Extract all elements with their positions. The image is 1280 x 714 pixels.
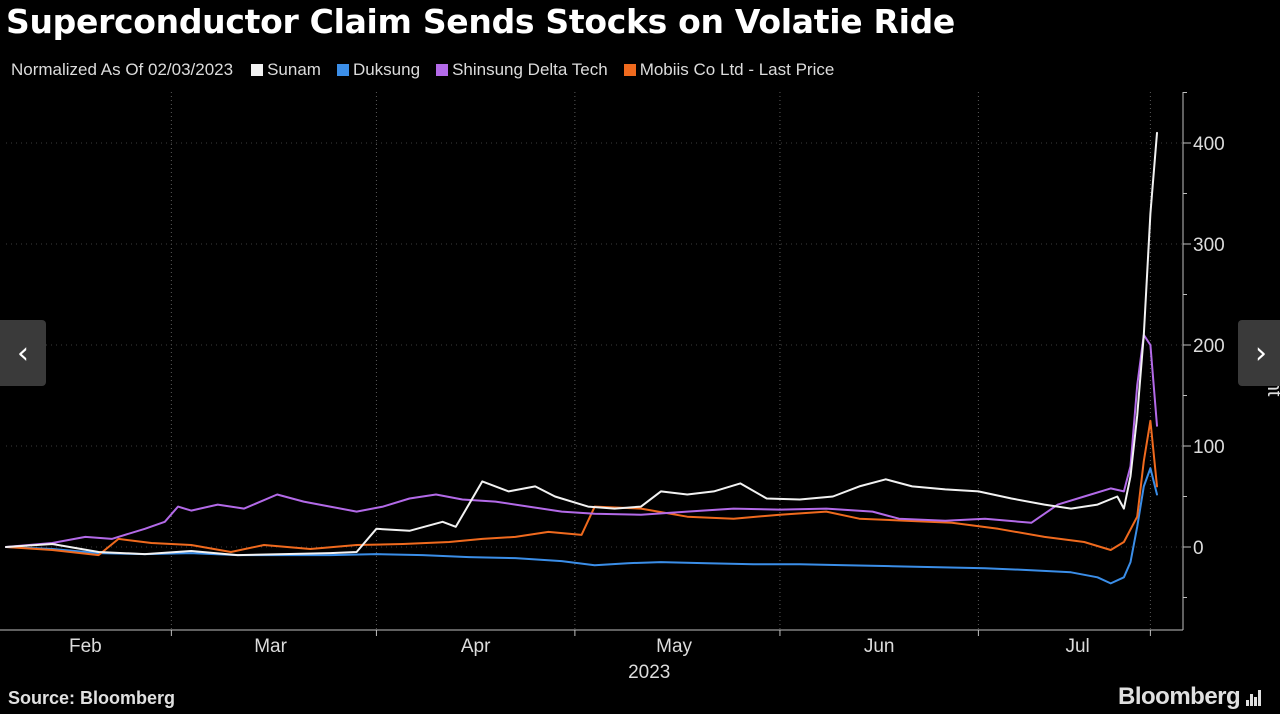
bloomberg-logo: Bloomberg bbox=[1118, 683, 1262, 711]
y-tick-label: 400 bbox=[1193, 134, 1225, 155]
chart-grid bbox=[6, 92, 1183, 630]
legend-item-mobiis: Mobiis Co Ltd - Last Price bbox=[623, 60, 835, 80]
terminal-bars-icon bbox=[1246, 688, 1262, 706]
x-tick-label: Feb bbox=[69, 636, 102, 657]
y-tick-label: 300 bbox=[1193, 235, 1225, 256]
y-tick-label: 0 bbox=[1193, 538, 1204, 559]
chart-series bbox=[5, 131, 1158, 585]
x-tick-label: Mar bbox=[254, 636, 287, 657]
series-line-sunam bbox=[5, 131, 1158, 557]
legend-item-sunam: Sunam bbox=[251, 60, 321, 80]
legend-swatch-sunam bbox=[251, 64, 264, 76]
legend-label-mobiis: Mobiis Co Ltd - Last Price bbox=[639, 60, 835, 79]
series-line-shinsung-delta-tech bbox=[5, 333, 1158, 548]
legend-swatch-shinsung bbox=[436, 64, 449, 76]
x-tick-label: Jun bbox=[864, 636, 895, 657]
x-tick-label: May bbox=[656, 636, 692, 657]
x-tick-label: Jul bbox=[1065, 636, 1089, 657]
chevron-right-icon: › bbox=[1255, 335, 1267, 371]
chart-axes: 0100200300400FebMarAprMayJunJul2023Perce… bbox=[0, 92, 1280, 683]
source-note: Source: Bloomberg bbox=[8, 688, 176, 708]
next-button[interactable]: › bbox=[1238, 320, 1280, 386]
y-tick-label: 200 bbox=[1193, 336, 1225, 357]
legend-label-duksung: Duksung bbox=[352, 60, 421, 79]
series-line-mobiis bbox=[5, 419, 1158, 557]
legend-swatch-duksung bbox=[336, 64, 349, 76]
chart-legend: Normalized As Of 02/03/2023 Sunam Duksun… bbox=[11, 60, 850, 80]
chevron-left-icon: ‹ bbox=[17, 335, 29, 371]
x-tick-label: Apr bbox=[461, 636, 491, 657]
legend-label-shinsung: Shinsung Delta Tech bbox=[452, 60, 608, 79]
legend-swatch-mobiis bbox=[623, 64, 636, 76]
legend-item-duksung: Duksung bbox=[336, 60, 421, 80]
previous-button[interactable]: ‹ bbox=[0, 320, 46, 386]
chart-subtitle: Normalized As Of 02/03/2023 bbox=[11, 60, 234, 79]
y-tick-label: 100 bbox=[1193, 437, 1225, 458]
brand-name: Bloomberg bbox=[1118, 683, 1241, 710]
legend-item-shinsung: Shinsung Delta Tech bbox=[436, 60, 608, 80]
chart-title: Superconductor Claim Sends Stocks on Vol… bbox=[6, 2, 956, 41]
legend-label-sunam: Sunam bbox=[267, 60, 321, 79]
x-axis-label: 2023 bbox=[628, 662, 670, 683]
series-line-duksung bbox=[5, 467, 1158, 585]
